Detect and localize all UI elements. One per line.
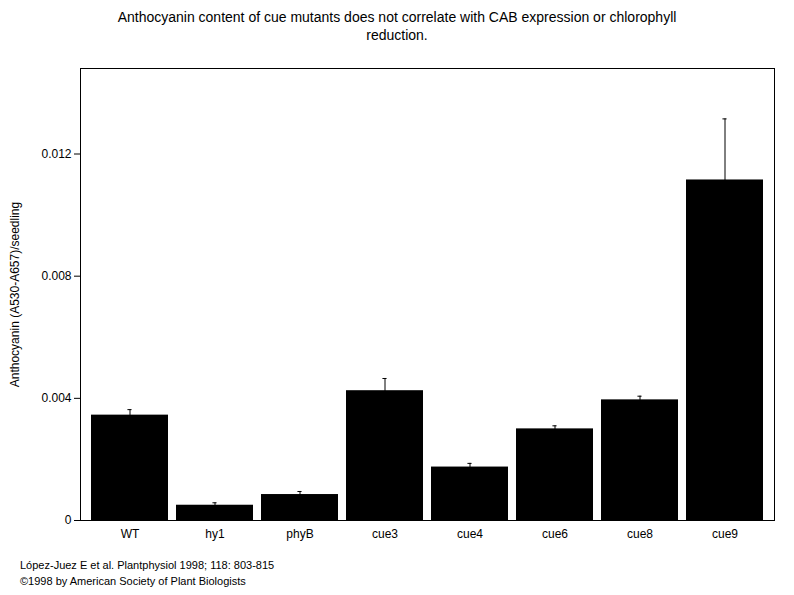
svg-text:phyB: phyB xyxy=(286,527,313,541)
svg-text:cue8: cue8 xyxy=(627,527,653,541)
html-text:López-Juez E et al. Plantphysi: López-Juez E et al. Plantphysiol 1998; 1… xyxy=(20,559,275,572)
svg-text:Anthocyanin (A530-A657)/seedli: Anthocyanin (A530-A657)/seedling xyxy=(8,202,22,387)
svg-text:0.012: 0.012 xyxy=(41,147,71,161)
svg-text:0.004: 0.004 xyxy=(41,392,71,406)
html-text:reduction.: reduction. xyxy=(366,27,428,44)
svg-text:cue9: cue9 xyxy=(712,527,738,541)
svg-text:cue6: cue6 xyxy=(542,527,568,541)
html-text:Anthocyanin content of cue mut: Anthocyanin content of cue mutants does … xyxy=(117,9,677,25)
svg-text:cue4: cue4 xyxy=(457,527,483,541)
html-text:©1998 by American Society of P: ©1998 by American Society of Plant Biolo… xyxy=(20,574,246,587)
svg-text:0: 0 xyxy=(65,514,72,528)
svg-text:hy1: hy1 xyxy=(205,527,225,541)
svg-text:0.008: 0.008 xyxy=(41,269,71,283)
svg-text:WT: WT xyxy=(121,527,140,541)
svg-text:cue3: cue3 xyxy=(372,527,398,541)
